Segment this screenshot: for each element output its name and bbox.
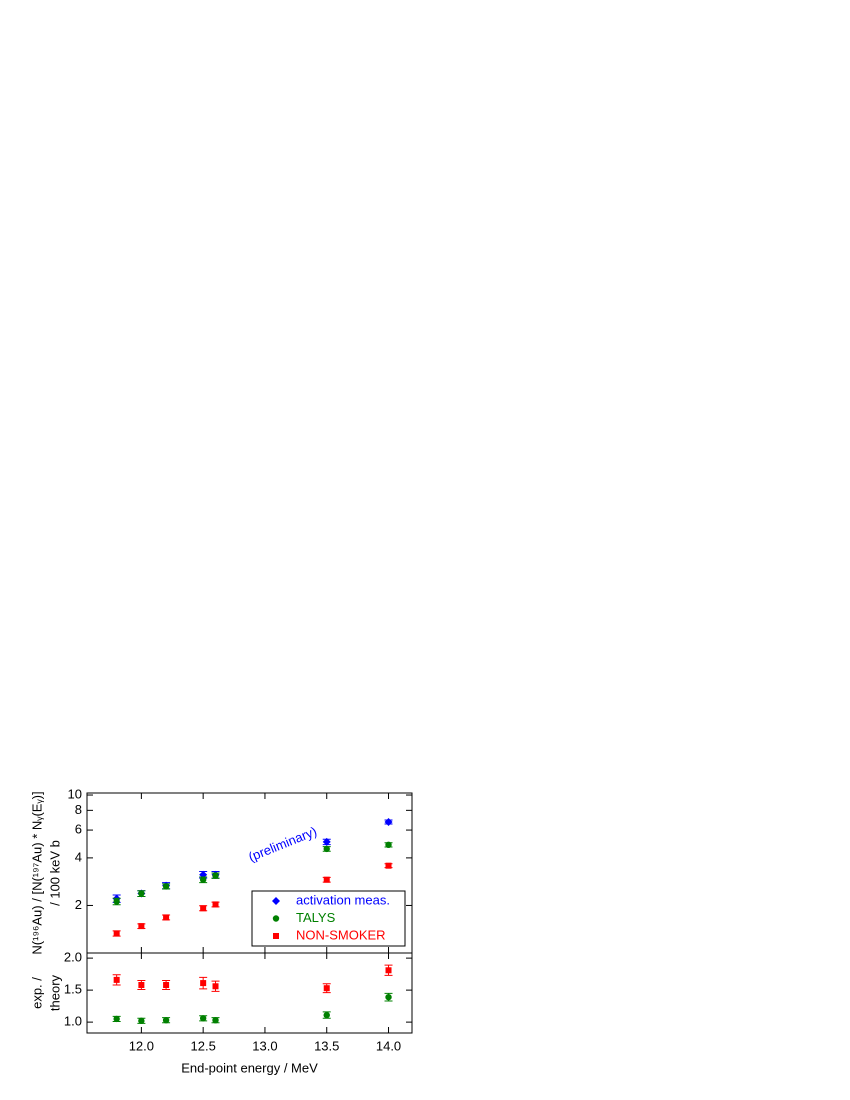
marker: [138, 1017, 145, 1025]
y-tick-label: 6: [75, 822, 82, 837]
marker: [113, 898, 120, 905]
y-tick-label: 2: [75, 897, 82, 912]
marker: [322, 837, 331, 846]
x-tick-label: 13.5: [314, 1038, 339, 1053]
y-axis-label: N(¹⁹⁶Au) / [N(¹⁹⁷Au) * Nᵧ(Eᵧ)]: [29, 791, 44, 954]
marker: [162, 883, 170, 890]
marker: [212, 1017, 219, 1024]
marker: [138, 982, 145, 988]
marker: [385, 841, 392, 849]
y-tick-label: 4: [75, 849, 82, 864]
legend-label: TALYS: [296, 910, 336, 925]
marker: [199, 876, 207, 883]
marker: [200, 980, 207, 987]
x-tick-label: 13.0: [252, 1038, 277, 1053]
marker: [163, 914, 170, 921]
marker: [212, 872, 219, 879]
marker: [212, 983, 219, 990]
annotation: (preliminary): [246, 824, 319, 865]
marker: [113, 930, 120, 937]
marker: [163, 982, 170, 988]
marker: [385, 993, 392, 1001]
marker: [113, 1015, 120, 1023]
marker: [323, 845, 330, 853]
y-tick-label: 2.0: [64, 950, 82, 965]
marker: [385, 862, 392, 869]
legend-label: NON-SMOKER: [296, 927, 386, 942]
marker: [323, 1011, 330, 1019]
marker: [385, 967, 392, 974]
y-axis-label: theory: [47, 974, 62, 1011]
marker: [323, 985, 330, 992]
marker: [138, 923, 145, 930]
marker: [384, 817, 393, 826]
y-tick-label: 8: [75, 802, 82, 817]
legend-marker: [273, 933, 279, 939]
marker: [113, 976, 120, 983]
x-axis-label: End-point energy / MeV: [181, 1060, 318, 1075]
lower-frame: [86, 952, 413, 1034]
marker: [162, 1017, 170, 1024]
marker: [138, 890, 145, 897]
x-tick-label: 12.5: [191, 1038, 216, 1053]
marker: [199, 1015, 207, 1022]
marker: [323, 876, 330, 883]
x-tick-label: 12.0: [129, 1038, 154, 1053]
legend-marker: [272, 897, 280, 905]
x-tick-label: 14.0: [376, 1038, 401, 1053]
legend-marker: [272, 915, 280, 922]
y-axis-label: exp. /: [29, 977, 44, 1009]
y-tick-label: 1.5: [64, 982, 82, 997]
y-axis-label: / 100 keV b: [47, 840, 62, 906]
legend-label: activation meas.: [296, 892, 390, 907]
y-tick-label: 10: [68, 786, 82, 801]
marker: [200, 905, 207, 912]
y-tick-label: 1.0: [64, 1014, 82, 1029]
marker: [212, 901, 219, 908]
